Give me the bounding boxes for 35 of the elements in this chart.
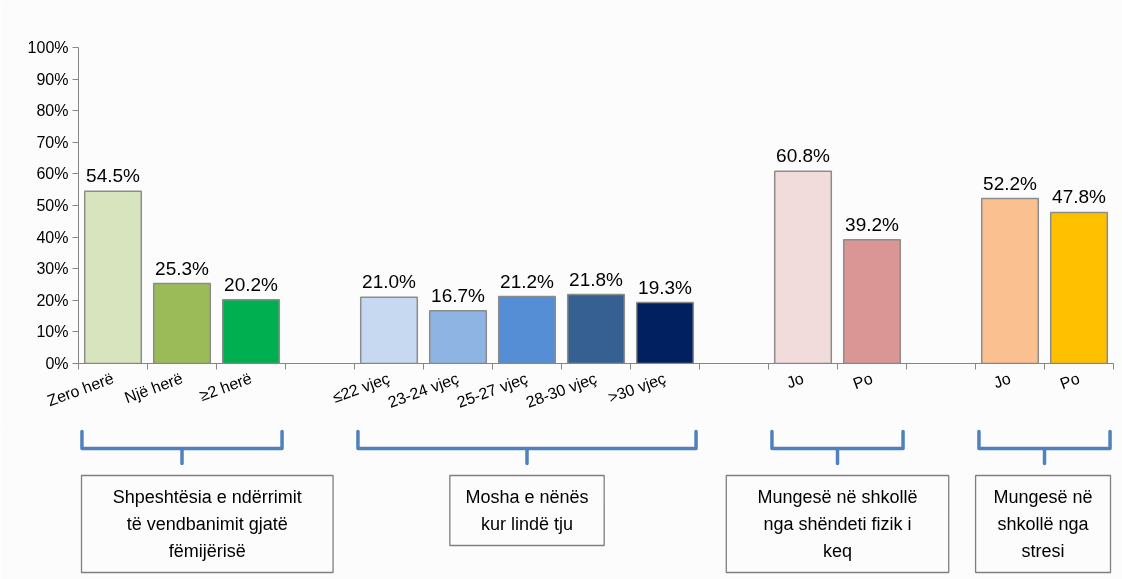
y-tick-label: 30%	[36, 260, 69, 278]
data-label: 25.3%	[155, 257, 210, 279]
text: Mungesë në shkollë nga shëndeti fizik i keq	[757, 487, 918, 561]
y-tick-label: 60%	[36, 165, 69, 183]
x-tick-label: Zero herë	[44, 369, 117, 410]
y-tick-label: 0%	[45, 355, 69, 372]
y-tick-label: 90%	[36, 70, 69, 88]
y-tick-label: 100%	[27, 39, 69, 56]
text: Shpeshtësia e ndërrimit të vendbanimit gjatë fëmijërisë	[112, 487, 302, 561]
data-label: 54.5%	[86, 165, 141, 187]
y-tick-label: 80%	[36, 102, 69, 120]
data-label: 16.7%	[431, 284, 486, 306]
x-tick-label: Një herë	[122, 369, 186, 407]
data-label: 20.2%	[224, 273, 279, 295]
y-tick-label: 20%	[36, 291, 69, 309]
data-label: 60.8%	[776, 145, 831, 167]
data-label: 47.8%	[1052, 186, 1107, 208]
data-label: 52.2%	[983, 172, 1038, 194]
y-tick-label: 40%	[36, 228, 69, 246]
y-tick-label: 70%	[36, 133, 69, 151]
data-label: 21.2%	[500, 270, 555, 292]
text: Mungesë në shkollë nga stresi	[993, 487, 1093, 561]
text: Mosha e nënës kur lindë tju	[465, 487, 589, 534]
x-tick-label: ≥2 herë	[197, 369, 255, 405]
x-tick-label: >30 vjeç	[605, 369, 668, 407]
data-label: 39.2%	[845, 213, 900, 235]
y-tick-label: 10%	[36, 323, 69, 341]
data-label: 21.0%	[362, 271, 417, 293]
y-tick-label: 50%	[36, 197, 69, 214]
data-label: 21.8%	[569, 268, 624, 290]
x-tick-label: Jo	[991, 369, 1014, 392]
x-tick-label: Po	[850, 369, 876, 393]
x-tick-label: Po	[1057, 369, 1083, 393]
data-label: 19.3%	[638, 276, 693, 298]
x-tick-label: Jo	[784, 369, 807, 392]
